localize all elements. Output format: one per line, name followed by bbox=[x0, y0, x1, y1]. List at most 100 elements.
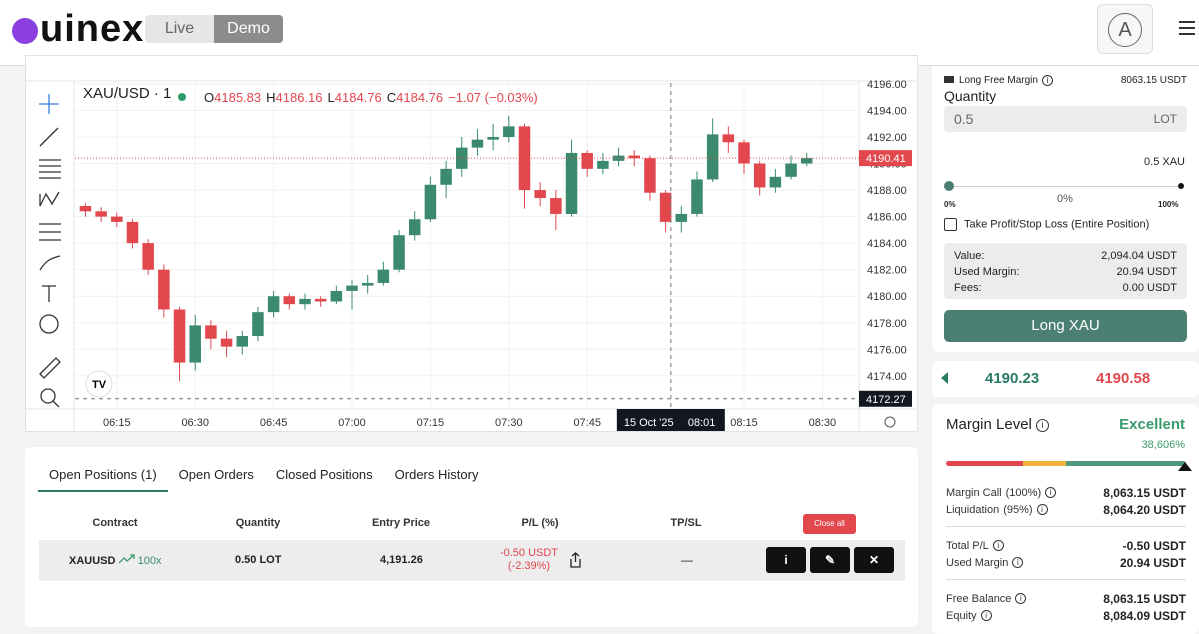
candle-body bbox=[267, 296, 280, 313]
info-icon: i bbox=[980, 610, 992, 622]
margin-panel: Margin Level i Excellent 38,606% Margin C… bbox=[932, 404, 1199, 634]
candle-body bbox=[377, 269, 390, 283]
close-all[interactable]: Close all bbox=[803, 514, 856, 534]
x-tick-label: 06:15 bbox=[103, 417, 131, 429]
last-price-label: 4190.41 bbox=[866, 153, 906, 165]
candle-body bbox=[95, 211, 107, 217]
margin-note: (95%) bbox=[1003, 503, 1033, 516]
margin-label: Used Margin i bbox=[946, 556, 1024, 569]
edit-button[interactable]: ✎ bbox=[810, 547, 850, 573]
candle-body bbox=[111, 216, 123, 222]
avatar-box[interactable]: A bbox=[1097, 4, 1153, 54]
free-margin-label: Long Free Margin i bbox=[944, 75, 1053, 86]
x-tick-label: 08:15 bbox=[730, 417, 758, 429]
positions-tab[interactable]: Open Orders bbox=[178, 467, 254, 482]
positions-tab[interactable]: Closed Positions bbox=[275, 467, 373, 482]
avatar: A bbox=[1108, 13, 1142, 47]
slider-value: 0% bbox=[1057, 193, 1073, 205]
margin-value: -0.50 USDT bbox=[1122, 538, 1186, 553]
candle-body bbox=[675, 213, 688, 222]
slider-knob[interactable] bbox=[944, 181, 954, 191]
quantity-input[interactable]: 0.5 LOT bbox=[944, 106, 1187, 132]
candle-body bbox=[722, 134, 735, 143]
share-icon[interactable] bbox=[569, 552, 582, 568]
margin-label-text: Margin Call bbox=[946, 486, 1002, 499]
candle-body bbox=[408, 219, 421, 236]
ohlc-key: O bbox=[204, 90, 214, 105]
symbol: XAU/USD · 1 bbox=[83, 85, 171, 102]
margin-row: Free Balance i 8,063.15 USDT bbox=[946, 590, 1186, 607]
demo-tab[interactable]: Demo bbox=[214, 15, 283, 43]
positions-tab[interactable]: Open Positions (1) bbox=[38, 467, 168, 492]
ask[interactable]: 4190.58 bbox=[1096, 370, 1151, 387]
ohlc-value: 4184.76 bbox=[335, 90, 382, 105]
column-header: Contract bbox=[92, 517, 138, 529]
quote-bar: 4190.23 4190.58 bbox=[932, 361, 1199, 397]
candle-body bbox=[79, 205, 92, 212]
margin-label: Equity i bbox=[946, 610, 992, 622]
summary-label: Fees: bbox=[954, 282, 982, 294]
slider-max: 100% bbox=[1158, 200, 1179, 209]
live-tab[interactable]: Live bbox=[145, 15, 214, 43]
candle-body bbox=[644, 158, 656, 193]
margin-label: Margin Call (100%) i bbox=[946, 486, 1057, 499]
overlay: 4190.41 4172.27 15 Oct '25 08:01 bbox=[75, 83, 912, 431]
y-tick-label: 4184.00 bbox=[867, 238, 907, 250]
margin-label-text: Used Margin bbox=[946, 556, 1009, 569]
positions-tabs: Open Positions (1) Open Orders Closed Posi… bbox=[38, 467, 489, 492]
candle-body bbox=[471, 139, 484, 148]
margin-label: Free Balance i bbox=[946, 593, 1027, 605]
crosshair-time-badge bbox=[616, 409, 725, 431]
drawing-tools[interactable] bbox=[39, 94, 61, 408]
slider-track[interactable] bbox=[949, 186, 1181, 187]
candle-body bbox=[691, 179, 703, 214]
margin-value: 8,063.15 USDT bbox=[1103, 591, 1186, 606]
margin-pointer bbox=[1178, 462, 1192, 471]
candle-body bbox=[565, 152, 578, 214]
tpsl-text: Take Profit/Stop Loss (Entire Position) bbox=[964, 218, 1150, 231]
contract: XAUUSD 100x bbox=[69, 554, 161, 567]
pl: -0.50 USDT (-2.39%) bbox=[494, 547, 564, 573]
plot bbox=[79, 115, 813, 382]
chart: 4196.004194.004192.004190.004188.004186.… bbox=[26, 56, 917, 431]
settings-icon[interactable] bbox=[884, 416, 896, 428]
x-tick-label: 07:15 bbox=[417, 417, 445, 429]
pl-pct: (-2.39%) bbox=[507, 560, 551, 572]
y-tick-label: 4192.00 bbox=[867, 132, 907, 144]
margin-value: 8,064.20 USDT bbox=[1103, 502, 1186, 517]
candle-body bbox=[785, 163, 797, 177]
margin-value: 8,084.09 USDT bbox=[1103, 608, 1186, 623]
candle-body bbox=[189, 325, 201, 363]
menu-icon[interactable] bbox=[1178, 20, 1196, 36]
contract-name: XAUUSD bbox=[69, 555, 116, 567]
info-icon: i bbox=[1015, 593, 1027, 605]
candle-body bbox=[236, 336, 249, 347]
candle-body bbox=[518, 126, 531, 191]
divider bbox=[946, 526, 1186, 527]
margin-row: Used Margin i 20.94 USDT bbox=[946, 554, 1186, 571]
y-tick-label: 4196.00 bbox=[867, 79, 907, 91]
crosshair-date: 15 Oct '25 bbox=[624, 417, 674, 429]
margin-label-text: Total P/L bbox=[946, 539, 989, 552]
tpsl-check[interactable]: Take Profit/Stop Loss (Entire Position) bbox=[944, 218, 1149, 231]
candle-body bbox=[581, 152, 593, 169]
info-button[interactable]: i bbox=[766, 547, 806, 573]
margin-label: Liquidation (95%) i bbox=[946, 504, 1048, 516]
tv-logo-text: TV bbox=[92, 379, 107, 391]
long-button[interactable]: Long XAU bbox=[944, 310, 1187, 342]
crosshair-price: 4172.27 bbox=[866, 394, 906, 406]
grid: 4196.004194.004192.004190.004188.004186.… bbox=[26, 79, 917, 431]
leverage: 100x bbox=[137, 555, 162, 567]
candle-body bbox=[361, 282, 374, 286]
positions-tab[interactable]: Orders History bbox=[394, 467, 479, 482]
candle-body bbox=[753, 163, 766, 188]
bid[interactable]: 4190.23 bbox=[985, 370, 1040, 387]
position-row: XAUUSD 100x 0.50 LOT 4,191.26 -0.50 USDT… bbox=[39, 540, 905, 581]
candle-body bbox=[142, 243, 154, 270]
summary-value: 20.94 USDT bbox=[1116, 266, 1177, 278]
pl-value: -0.50 USDT bbox=[499, 547, 559, 559]
close-button[interactable]: ✕ bbox=[854, 547, 894, 573]
quantity: 0.50 LOT bbox=[235, 554, 282, 566]
quote-arrow[interactable] bbox=[941, 372, 949, 384]
info-icon: i bbox=[1045, 487, 1057, 499]
